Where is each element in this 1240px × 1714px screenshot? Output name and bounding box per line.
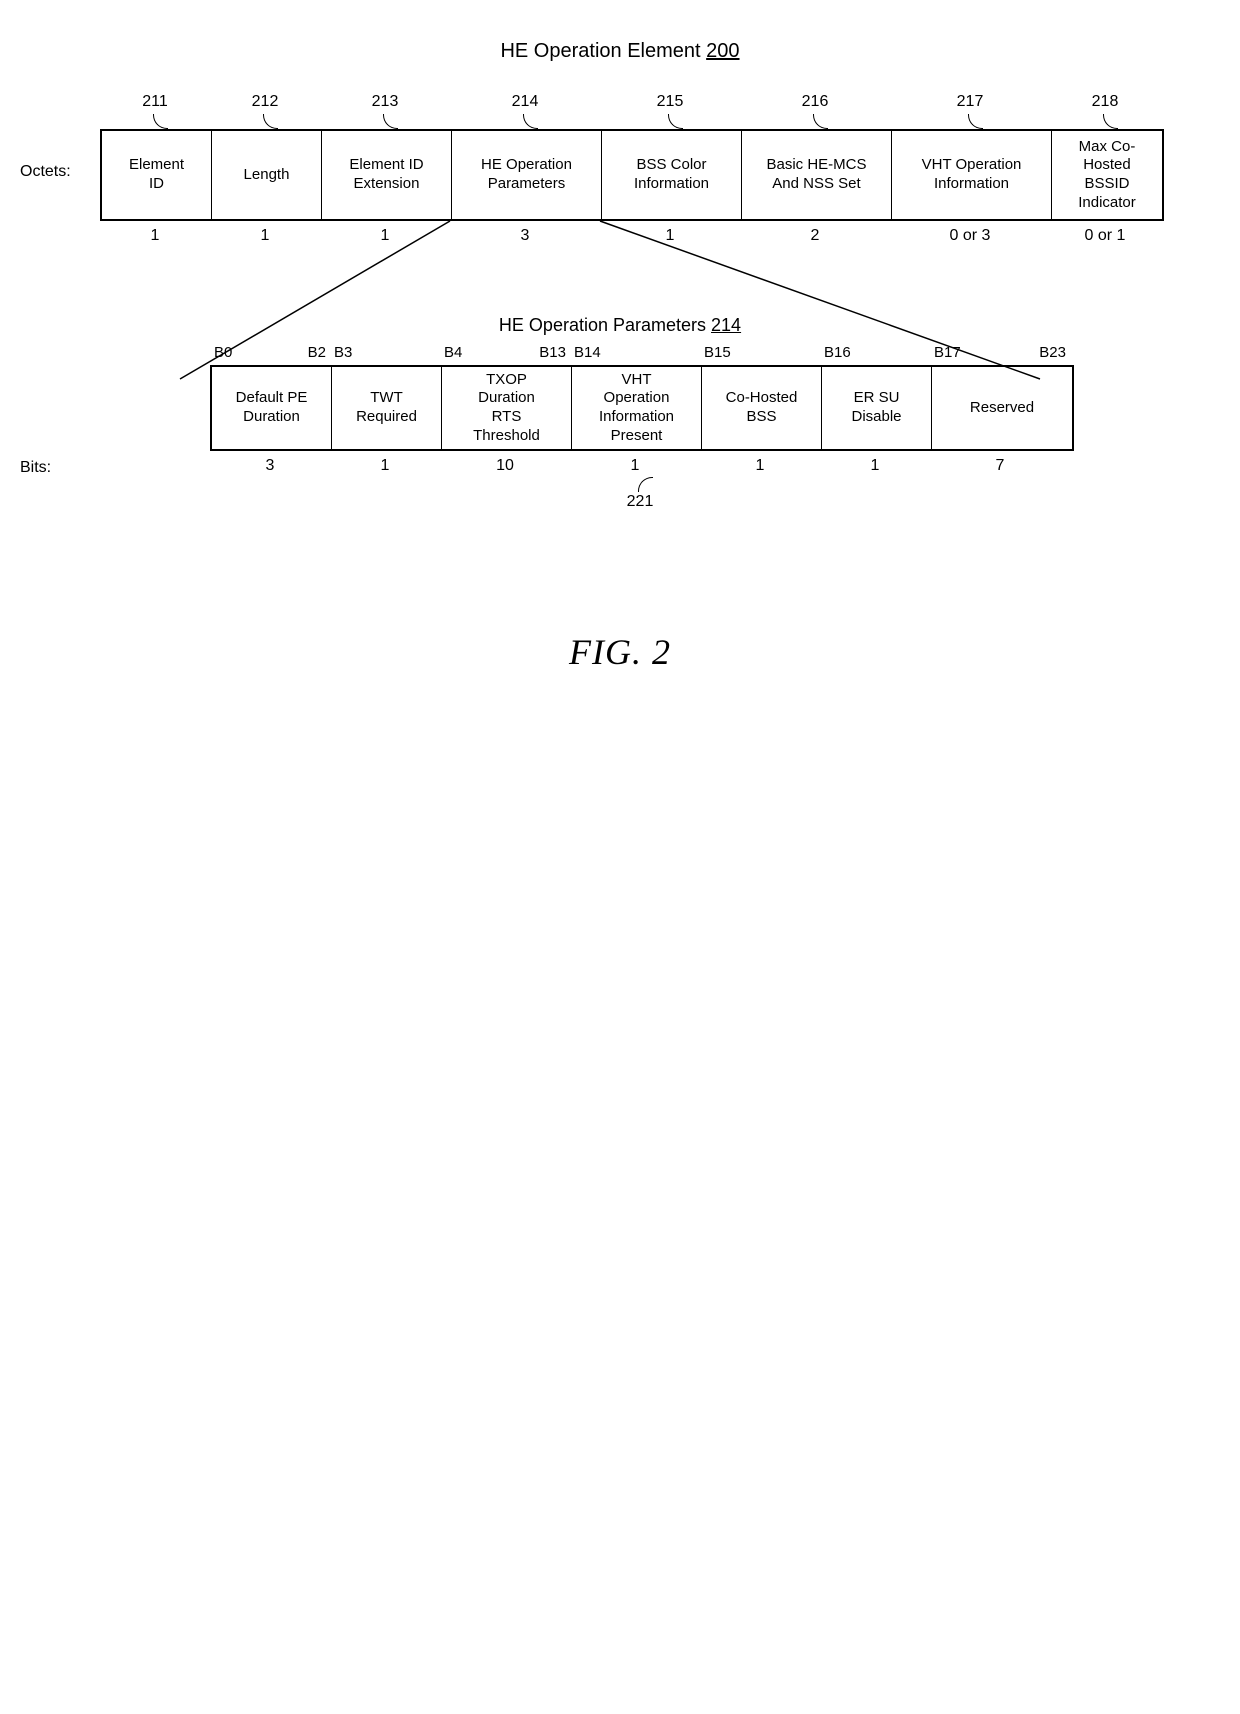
sub-tail-ref: 221 [210,493,1070,511]
bit-count: 3 [210,457,330,475]
field-cell: ElementID [102,131,212,219]
main-title: HE Operation Element 200 [20,40,1220,63]
subfield-cell: TWTRequired [332,367,442,449]
field-cell: VHT OperationInformation [892,131,1052,219]
sub-tail-ref-num: 221 [627,493,654,510]
main-title-prefix: HE Operation Element [500,40,700,62]
field-cell: Max Co-HostedBSSIDIndicator [1052,131,1162,219]
bit-count: 1 [820,457,930,475]
bit-range-label: B0B2 [210,344,330,365]
ref-number: 216 [740,93,890,129]
ref-number: 212 [210,93,320,129]
bit-count: 10 [440,457,570,475]
ref-number: 215 [600,93,740,129]
ref-number: 217 [890,93,1050,129]
octet-value: 1 [320,227,450,245]
octets-label: Octets: [20,129,100,181]
sub-bits-row: 31101117 [210,457,1074,475]
sub-fields-row: Default PEDurationTWTRequiredTXOPDuratio… [210,365,1074,451]
bit-range-label: B3 [330,344,440,365]
ref-number: 211 [100,93,210,129]
field-cell: Basic HE-MCSAnd NSS Set [742,131,892,219]
octet-value: 1 [600,227,740,245]
octet-value: 3 [450,227,600,245]
subfield-cell: VHTOperationInformationPresent [572,367,702,449]
subfield-cell: TXOPDurationRTSThreshold [442,367,572,449]
subfield-cell: ER SUDisable [822,367,932,449]
main-ref-numbers-row: 211212213214215216217218 [100,93,1220,129]
sub-title-prefix: HE Operation Parameters [499,315,706,335]
sub-bit-labels-row: B0B2B3B4B13B14B15B16B17B23 [210,344,1220,365]
bits-label: Bits: [20,365,210,477]
bit-range-label: B15 [700,344,820,365]
octet-value: 0 or 1 [1050,227,1160,245]
main-octets-row: 1113120 or 30 or 1 [100,227,1164,245]
bit-count: 1 [330,457,440,475]
field-cell: HE OperationParameters [452,131,602,219]
ref-number: 213 [320,93,450,129]
main-title-num: 200 [706,40,739,62]
bit-count: 7 [930,457,1070,475]
main-table-wrap: Octets: ElementIDLengthElement IDExtensi… [20,129,1220,245]
bit-range-label: B16 [820,344,930,365]
sub-title: HE Operation Parameters 214 [20,315,1220,336]
subfield-cell: Default PEDuration [212,367,332,449]
octet-value: 1 [210,227,320,245]
ref-number: 218 [1050,93,1160,129]
ref-number: 214 [450,93,600,129]
field-cell: Element IDExtension [322,131,452,219]
bit-count: 1 [570,457,700,475]
main-fields-row: ElementIDLengthElement IDExtensionHE Ope… [100,129,1164,221]
bit-count: 1 [700,457,820,475]
sub-table-wrap: Bits: Default PEDurationTWTRequiredTXOPD… [20,365,1220,511]
subfield-cell: Reserved [932,367,1072,449]
figure-caption: FIG. 2 [20,631,1220,673]
field-cell: Length [212,131,322,219]
octet-value: 0 or 3 [890,227,1050,245]
bit-range-label: B14 [570,344,700,365]
field-cell: BSS ColorInformation [602,131,742,219]
bit-range-label: B4B13 [440,344,570,365]
octet-value: 2 [740,227,890,245]
bit-range-label: B17B23 [930,344,1070,365]
subfield-cell: Co-HostedBSS [702,367,822,449]
sub-title-num: 214 [711,315,741,335]
octet-value: 1 [100,227,210,245]
